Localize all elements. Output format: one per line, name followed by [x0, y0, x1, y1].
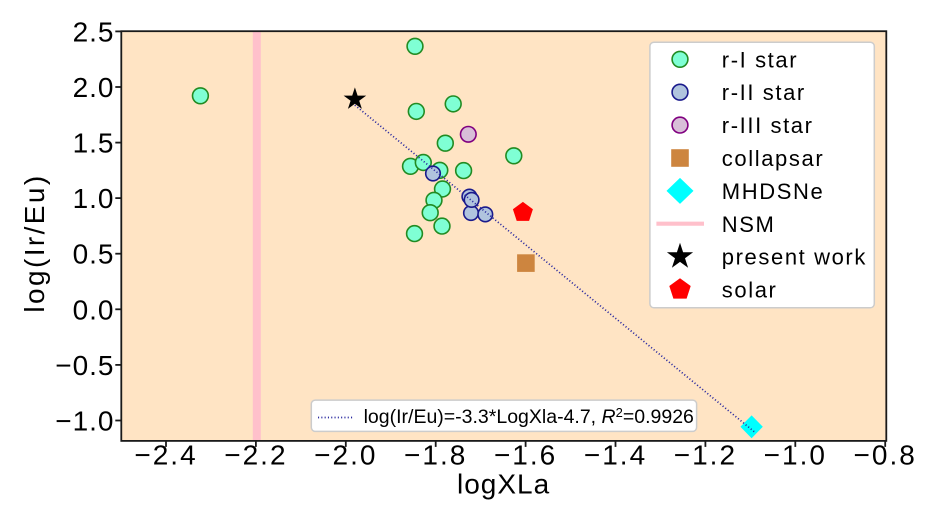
svg-text:−0.5: −0.5: [55, 350, 114, 381]
svg-text:0.5: 0.5: [73, 239, 115, 270]
svg-text:r-I star: r-I star: [722, 47, 798, 72]
svg-text:log(Ir/Eu)=-3.3*LogXla-4.7, R2: log(Ir/Eu)=-3.3*LogXla-4.7, R2=0.9926: [364, 405, 694, 428]
svg-text:r-III star: r-III star: [722, 113, 814, 138]
svg-text:0.0: 0.0: [73, 294, 115, 325]
svg-text:−2.2: −2.2: [224, 440, 287, 471]
svg-text:2.0: 2.0: [73, 72, 115, 103]
svg-text:MHDSNe: MHDSNe: [722, 179, 825, 204]
svg-text:present work: present work: [722, 245, 867, 270]
svg-text:−2.0: −2.0: [314, 440, 377, 471]
svg-text:−2.4: −2.4: [134, 440, 197, 471]
svg-text:log(Ir/Eu): log(Ir/Eu): [19, 173, 50, 312]
svg-text:−1.6: −1.6: [494, 440, 557, 471]
svg-text:−1.2: −1.2: [674, 440, 737, 471]
svg-text:2.5: 2.5: [73, 16, 115, 47]
svg-text:collapsar: collapsar: [722, 146, 824, 171]
svg-text:1.5: 1.5: [73, 128, 115, 159]
svg-text:−0.8: −0.8: [854, 440, 917, 471]
svg-text:NSM: NSM: [722, 212, 776, 237]
svg-text:−1.0: −1.0: [764, 440, 827, 471]
svg-text:−1.0: −1.0: [55, 406, 114, 437]
svg-text:−1.4: −1.4: [584, 440, 647, 471]
svg-text:solar: solar: [722, 278, 778, 303]
svg-text:r-II star: r-II star: [722, 80, 806, 105]
svg-text:−1.8: −1.8: [404, 440, 467, 471]
svg-text:logXLa: logXLa: [457, 468, 550, 499]
svg-text:1.0: 1.0: [73, 183, 115, 214]
